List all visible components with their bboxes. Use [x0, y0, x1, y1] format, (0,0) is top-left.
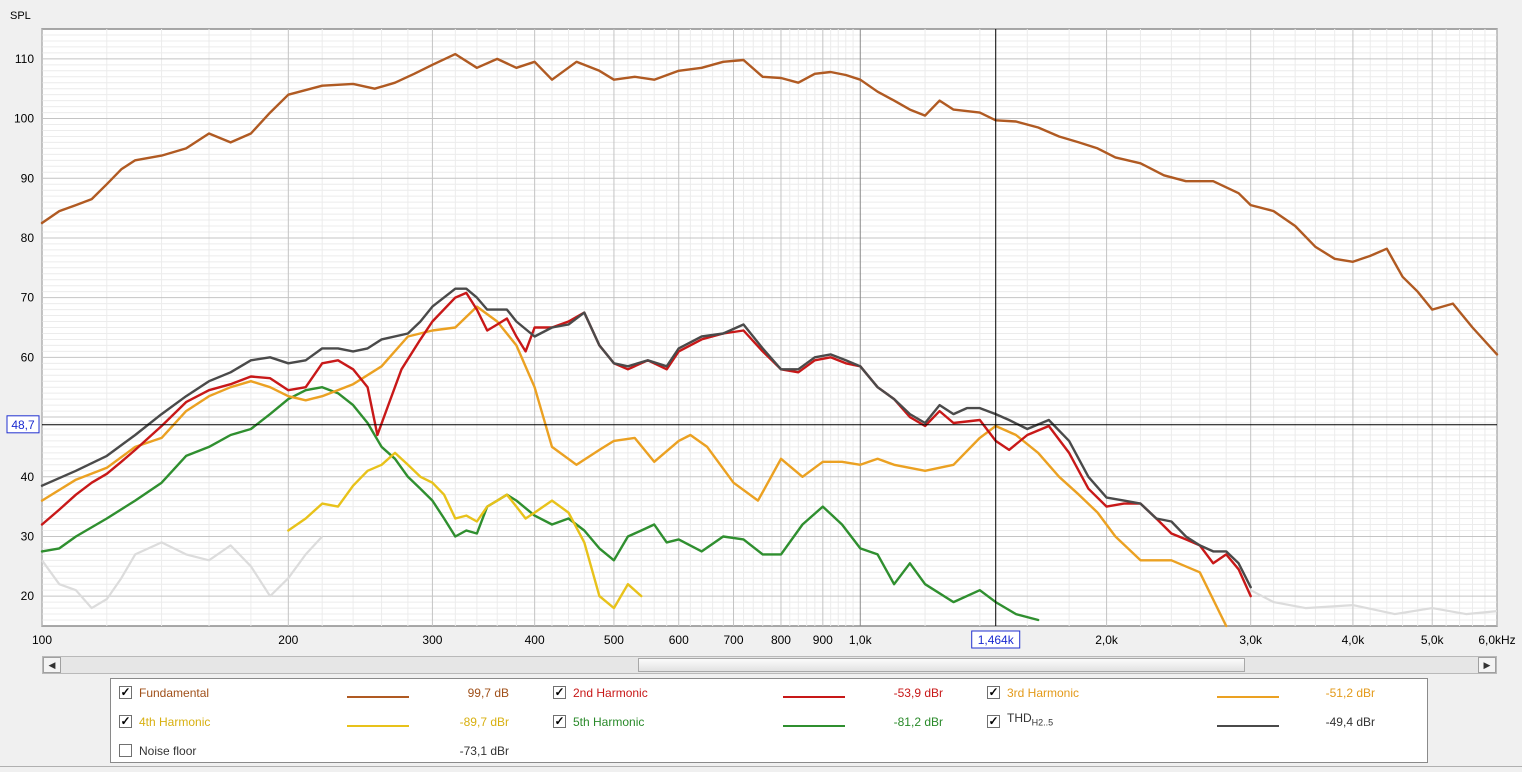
- series-line-5th-harmonic: [40, 386, 1040, 622]
- series-line-noise-floor: [1250, 589, 1498, 616]
- legend-swatch: [347, 696, 409, 698]
- y-tick-label: 40: [21, 470, 35, 484]
- y-tick-label: 100: [14, 112, 34, 126]
- x-tick-label: 5,0k: [1421, 633, 1445, 647]
- legend-value: -73,1 dBr: [459, 744, 509, 758]
- legend-label: Fundamental: [139, 686, 210, 700]
- legend-item-thd[interactable]: ✓ THDH2..5 -49,4 dBr: [987, 711, 1387, 733]
- legend-item-2nd-harmonic[interactable]: ✓ 2nd Harmonic -53,9 dBr: [553, 684, 953, 704]
- y-tick-label: 90: [21, 171, 35, 185]
- status-divider: [0, 766, 1522, 767]
- legend-label: 4th Harmonic: [139, 715, 211, 729]
- legend-value: -89,7 dBr: [459, 715, 509, 729]
- y-axis-label: SPL: [10, 10, 31, 22]
- cursor-y-readout: 48,7: [11, 418, 35, 432]
- legend-checkbox[interactable]: ✓: [987, 685, 1000, 699]
- x-tick-label: 3,0k: [1239, 633, 1263, 647]
- x-tick-label: 700: [723, 633, 743, 647]
- cursor-y-readout-box: [6, 415, 40, 434]
- legend-swatch: [1217, 725, 1279, 727]
- series-line-4th-harmonic: [287, 451, 643, 610]
- legend-value: -81,2 dBr: [893, 715, 943, 729]
- legend-item-fundamental[interactable]: ✓ Fundamental 99,7 dB: [119, 684, 519, 704]
- horizontal-scrollbar[interactable]: ◀ ▶: [42, 656, 1497, 674]
- legend-swatch: [783, 725, 845, 727]
- x-tick-label: 800: [771, 633, 791, 647]
- x-tick-label: 900: [813, 633, 833, 647]
- legend-checkbox[interactable]: ✓: [119, 714, 132, 728]
- legend-value: -53,9 dBr: [893, 686, 943, 700]
- x-tick-label: 400: [525, 633, 545, 647]
- legend-value: -51,2 dBr: [1325, 686, 1375, 700]
- legend-label: 5th Harmonic: [573, 715, 645, 729]
- legend-swatch: [783, 696, 845, 698]
- legend-item-noise-floor[interactable]: Noise floor -73,1 dBr: [119, 742, 519, 762]
- legend-value: -49,4 dBr: [1325, 715, 1375, 729]
- y-tick-label: 80: [21, 231, 35, 245]
- legend-checkbox[interactable]: ✓: [987, 714, 1000, 728]
- legend-value: 99,7 dB: [467, 686, 509, 700]
- legend-label: 2nd Harmonic: [573, 686, 648, 700]
- x-tick-label: 1,0k: [849, 633, 873, 647]
- legend-swatch: [1217, 696, 1279, 698]
- spl-chart[interactable]: 20 30 40 60 70 80 90 100 110 100 200 300 400 500 600 70…: [0, 0, 1522, 660]
- legend-label: 3rd Harmonic: [1007, 686, 1080, 700]
- legend-checkbox[interactable]: ✓: [119, 685, 132, 699]
- series-line-fundamental: [40, 52, 1499, 356]
- series-line-2nd-harmonic: [40, 291, 1252, 598]
- legend-swatch: [347, 725, 409, 727]
- scroll-left-button[interactable]: ◀: [43, 657, 61, 673]
- x-tick-label: 600: [669, 633, 689, 647]
- series-line-noise-floor: [41, 535, 324, 610]
- y-tick-label: 70: [21, 291, 35, 305]
- legend-label: THDH2..5: [1007, 711, 1054, 728]
- x-tick-label: 4,0k: [1342, 633, 1366, 647]
- scroll-right-button[interactable]: ▶: [1478, 657, 1496, 673]
- legend-checkbox[interactable]: ✓: [553, 714, 566, 728]
- x-tick-label: 500: [604, 633, 624, 647]
- y-tick-label: 20: [21, 589, 35, 603]
- y-tick-label: 30: [21, 529, 35, 543]
- x-tick-label: 100: [32, 633, 52, 647]
- legend-panel: ✓ Fundamental 99,7 dB ✓ 2nd Harmonic -53…: [110, 678, 1428, 763]
- series-line-thd: [40, 287, 1252, 589]
- x-tick-label: 200: [278, 633, 298, 647]
- legend-item-5th-harmonic[interactable]: ✓ 5th Harmonic -81,2 dBr: [553, 713, 953, 733]
- legend-checkbox[interactable]: [119, 744, 132, 757]
- scroll-thumb[interactable]: [638, 658, 1245, 672]
- series-line-3rd-harmonic: [40, 305, 1228, 628]
- legend-label: Noise floor: [139, 744, 197, 758]
- x-tick-label: 6,0kHz: [1478, 633, 1515, 647]
- legend-item-3rd-harmonic[interactable]: ✓ 3rd Harmonic -51,2 dBr: [987, 684, 1387, 704]
- cursor-x-readout: 1,464k: [978, 633, 1015, 647]
- x-tick-label: 2,0k: [1095, 633, 1119, 647]
- cursor-x-readout-box: [971, 630, 1021, 649]
- legend-checkbox[interactable]: ✓: [553, 685, 566, 699]
- y-tick-label: 60: [21, 350, 35, 364]
- x-tick-label: 300: [422, 633, 442, 647]
- legend-item-4th-harmonic[interactable]: ✓ 4th Harmonic -89,7 dBr: [119, 713, 519, 733]
- y-tick-label: 110: [15, 52, 34, 66]
